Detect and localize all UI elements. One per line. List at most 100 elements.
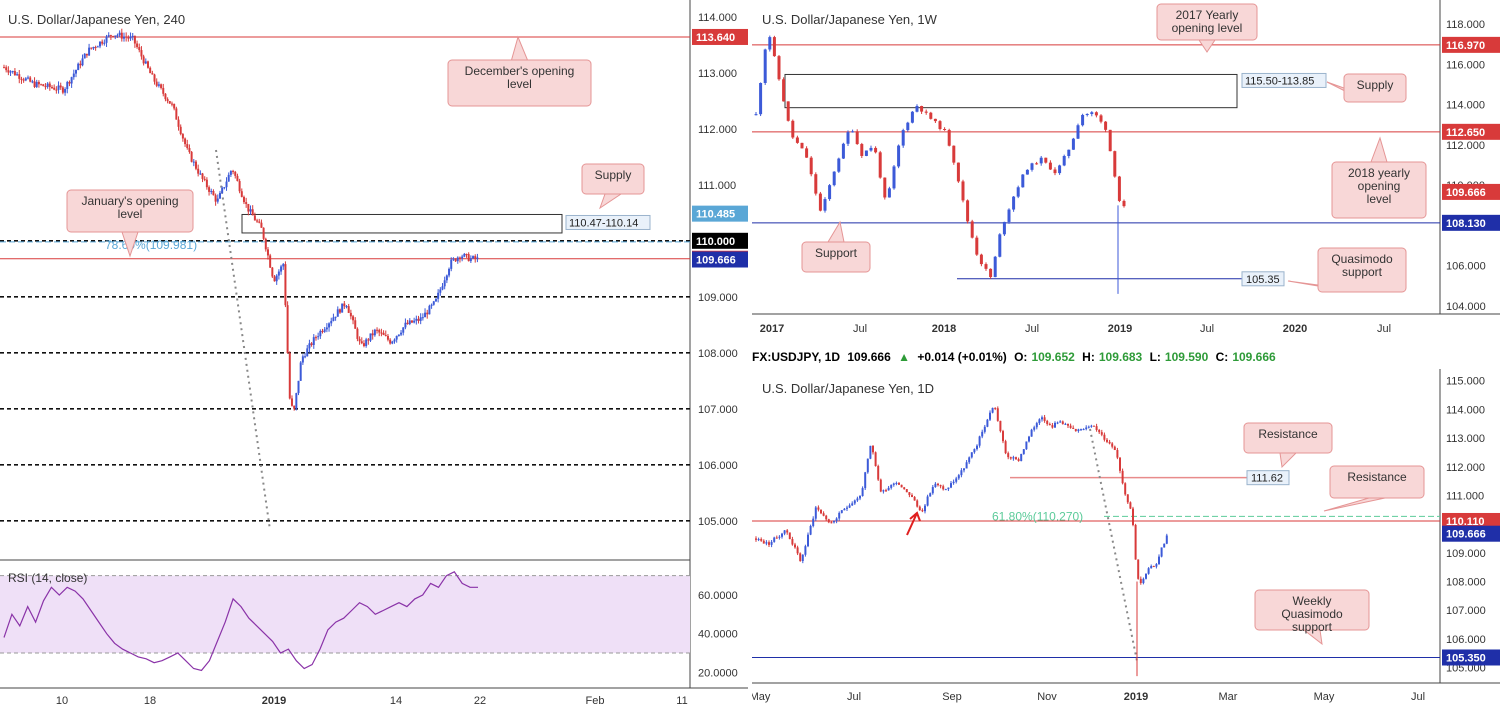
d1-candle — [827, 519, 830, 523]
d1-candle — [965, 462, 968, 469]
h4-candle — [323, 329, 326, 332]
h4-x-tick: 22 — [474, 695, 486, 707]
h4-candle — [197, 168, 200, 174]
h4-candle — [404, 322, 407, 328]
d1-candle — [1054, 422, 1056, 428]
w1-candle — [1012, 196, 1016, 210]
h4-candle — [214, 195, 217, 202]
h4-candle — [286, 305, 289, 354]
w1-candle — [1113, 151, 1117, 177]
h4-callout-supply — [581, 163, 645, 195]
h4-candle — [461, 256, 464, 259]
d1-candle — [996, 408, 999, 421]
w1-candle — [920, 105, 924, 112]
d1-candle — [921, 510, 924, 512]
daily-chart-panel[interactable]: U.S. Dollar/Japanese Yen, 1D 115.000 114.0… — [752, 369, 1504, 711]
d1-candle — [895, 482, 898, 484]
w1-callout-support-text: Support — [815, 246, 858, 260]
h4-candle — [37, 81, 40, 85]
d1-candle — [1033, 427, 1036, 430]
d1-candle — [1142, 578, 1145, 584]
w1-candle — [1117, 176, 1121, 201]
d1-candle — [866, 458, 869, 473]
w1-candle — [970, 221, 974, 238]
h4-candle — [393, 339, 396, 342]
weekly-chart[interactable]: U.S. Dollar/Japanese Yen, 1W 118.000 116.0… — [752, 0, 1504, 343]
d1-candle — [955, 478, 958, 482]
d1-candle — [804, 546, 807, 555]
h4-callout-december-text: level — [507, 77, 532, 91]
h4-candle — [343, 303, 346, 307]
symbol-info-bar: FX:USDJPY, 1D 109.666 ▲ +0.014 (+0.01%) … — [752, 345, 1504, 369]
d1-candle — [903, 487, 906, 490]
d1-resistance-label-box — [1246, 470, 1290, 486]
h4-candle — [33, 81, 36, 87]
h4-candle — [317, 336, 320, 338]
h4-candle — [144, 61, 147, 64]
w1-price-tag-text: 108.130 — [1446, 218, 1486, 230]
w1-x-tick: 2018 — [932, 323, 956, 335]
w1-candle — [1025, 169, 1029, 175]
h4-candle — [9, 71, 12, 73]
d1-candle — [900, 484, 903, 488]
d1-candle — [838, 512, 841, 519]
h4-candle — [11, 71, 14, 73]
d1-candle — [848, 505, 851, 508]
h4-candle — [336, 309, 339, 317]
h4-chart-panel[interactable]: U.S. Dollar/Japanese Yen, 240 114.000 113.… — [0, 0, 748, 711]
h4-candle — [59, 85, 62, 88]
w1-callout-quasimodo-text: support — [1342, 265, 1383, 279]
h4-candle — [48, 83, 51, 88]
w1-price-tag — [1442, 214, 1500, 231]
d1-candle — [887, 487, 890, 491]
w1-candle — [1094, 112, 1098, 116]
w1-price-tag — [1442, 123, 1500, 140]
h4-price-tag-text: 113.640 — [696, 32, 735, 44]
h4-candle — [421, 317, 424, 319]
h4-candle — [164, 93, 167, 100]
h4-candle — [131, 35, 134, 37]
d1-candle — [1022, 449, 1025, 454]
w1-candle — [966, 200, 970, 222]
last-price: 109.666 — [847, 350, 891, 364]
h4-rsi-y-tick: 40.0000 — [698, 629, 738, 641]
d1-candle — [1007, 453, 1010, 458]
weekly-chart-panel[interactable]: U.S. Dollar/Japanese Yen, 1W 118.000 116.0… — [752, 0, 1504, 343]
d1-x-tick: Sep — [942, 691, 962, 703]
w1-callout-2017 — [1156, 3, 1258, 41]
h4-candle — [271, 267, 274, 277]
h4-candle — [386, 335, 389, 340]
h4-candle — [142, 56, 145, 64]
d1-candle — [999, 420, 1002, 432]
h4-candle — [282, 264, 285, 267]
h4-candle — [445, 275, 448, 281]
d1-candle — [833, 521, 835, 523]
h4-candle — [50, 87, 53, 89]
h4-candle — [85, 53, 88, 56]
h4-candle — [365, 339, 368, 347]
h4-candle — [443, 280, 446, 287]
daily-chart[interactable]: U.S. Dollar/Japanese Yen, 1D 115.000 114.0… — [752, 369, 1504, 711]
w1-candle — [1016, 187, 1020, 197]
d1-candle — [1077, 429, 1080, 432]
d1-candle — [768, 542, 770, 545]
h4-candle — [238, 181, 241, 192]
d1-candle — [1009, 457, 1012, 459]
d1-x-tick: 2019 — [1124, 691, 1148, 703]
h4-chart[interactable]: U.S. Dollar/Japanese Yen, 240 114.000 113.… — [0, 0, 748, 711]
w1-candle — [855, 131, 859, 145]
w1-candle — [1122, 200, 1126, 207]
h4-candle — [314, 337, 317, 339]
h4-rsi-line — [3, 571, 478, 672]
d1-candle — [822, 513, 825, 516]
d1-candle — [937, 483, 939, 486]
h4-candle — [29, 77, 32, 82]
d1-candle — [869, 445, 872, 459]
h4-candle — [288, 353, 291, 399]
h4-zone-label: 110.47-110.14 — [569, 217, 638, 229]
d1-candle — [908, 492, 911, 496]
h4-candle — [155, 81, 158, 86]
d1-candle — [861, 488, 864, 496]
d1-candle — [765, 542, 768, 544]
w1-callout-2017-text: opening level — [1172, 21, 1243, 35]
